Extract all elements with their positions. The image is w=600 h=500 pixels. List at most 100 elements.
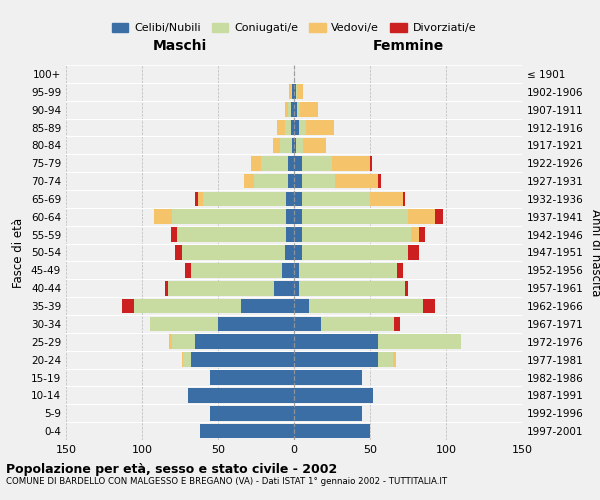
Bar: [286, 228, 294, 242]
Bar: [296, 138, 303, 152]
Bar: [282, 263, 294, 278]
Bar: [294, 263, 299, 278]
Bar: [393, 352, 396, 367]
Bar: [332, 156, 370, 170]
Bar: [294, 388, 373, 402]
Bar: [294, 138, 296, 152]
Bar: [241, 298, 294, 314]
Bar: [299, 281, 405, 295]
Text: COMUNE DI BARDELLO CON MALGESSO E BREGANO (VA) - Dati ISTAT 1° gennaio 2002 - TU: COMUNE DI BARDELLO CON MALGESSO E BREGAN…: [6, 477, 447, 486]
Bar: [397, 263, 403, 278]
Bar: [294, 245, 302, 260]
Bar: [198, 192, 203, 206]
Bar: [309, 298, 423, 314]
Bar: [294, 120, 299, 135]
Bar: [294, 370, 362, 385]
Bar: [260, 156, 288, 170]
Bar: [322, 316, 394, 331]
Bar: [408, 210, 436, 224]
Bar: [370, 192, 403, 206]
Bar: [405, 281, 408, 295]
Bar: [291, 120, 294, 135]
Bar: [182, 352, 183, 367]
Bar: [377, 334, 461, 349]
Bar: [280, 138, 292, 152]
Bar: [419, 228, 425, 242]
Bar: [394, 316, 400, 331]
Bar: [175, 245, 182, 260]
Bar: [154, 210, 172, 224]
Bar: [294, 192, 302, 206]
Bar: [251, 156, 260, 170]
Bar: [288, 102, 291, 117]
Bar: [285, 120, 291, 135]
Bar: [289, 84, 291, 99]
Bar: [370, 156, 371, 170]
Bar: [294, 228, 302, 242]
Bar: [122, 298, 134, 314]
Bar: [302, 228, 411, 242]
Bar: [165, 281, 168, 295]
Bar: [195, 192, 198, 206]
Bar: [149, 316, 218, 331]
Bar: [436, 210, 443, 224]
Bar: [294, 334, 377, 349]
Bar: [195, 334, 294, 349]
Bar: [200, 424, 294, 438]
Bar: [191, 352, 294, 367]
Bar: [403, 192, 405, 206]
Bar: [134, 298, 241, 314]
Bar: [302, 245, 408, 260]
Text: Femmine: Femmine: [373, 38, 443, 52]
Bar: [411, 228, 419, 242]
Bar: [273, 138, 280, 152]
Bar: [306, 120, 334, 135]
Bar: [302, 174, 335, 188]
Y-axis label: Anni di nascita: Anni di nascita: [589, 209, 600, 296]
Text: Maschi: Maschi: [153, 38, 207, 52]
Bar: [288, 156, 294, 170]
Bar: [277, 120, 285, 135]
Bar: [299, 120, 306, 135]
Bar: [294, 102, 297, 117]
Y-axis label: Fasce di età: Fasce di età: [13, 218, 25, 288]
Bar: [294, 424, 370, 438]
Bar: [377, 174, 380, 188]
Bar: [302, 210, 408, 224]
Bar: [177, 228, 286, 242]
Bar: [285, 245, 294, 260]
Bar: [203, 192, 286, 206]
Bar: [244, 174, 254, 188]
Bar: [297, 84, 303, 99]
Bar: [171, 228, 177, 242]
Bar: [294, 298, 309, 314]
Bar: [286, 192, 294, 206]
Bar: [297, 102, 300, 117]
Bar: [188, 388, 294, 402]
Bar: [294, 84, 296, 99]
Bar: [294, 281, 299, 295]
Bar: [294, 406, 362, 420]
Bar: [294, 352, 377, 367]
Bar: [299, 263, 397, 278]
Bar: [294, 316, 322, 331]
Bar: [182, 245, 285, 260]
Text: Popolazione per età, sesso e stato civile - 2002: Popolazione per età, sesso e stato civil…: [6, 462, 337, 475]
Bar: [274, 281, 294, 295]
Bar: [211, 370, 294, 385]
Bar: [286, 210, 294, 224]
Bar: [294, 174, 302, 188]
Bar: [296, 84, 297, 99]
Bar: [169, 334, 172, 349]
Legend: Celibi/Nubili, Coniugati/e, Vedovi/e, Divorziati/e: Celibi/Nubili, Coniugati/e, Vedovi/e, Di…: [107, 18, 481, 38]
Bar: [285, 102, 288, 117]
Bar: [292, 138, 294, 152]
Bar: [302, 192, 370, 206]
Bar: [291, 84, 292, 99]
Bar: [172, 210, 286, 224]
Bar: [254, 174, 288, 188]
Bar: [294, 210, 302, 224]
Bar: [168, 281, 274, 295]
Bar: [302, 156, 332, 170]
Bar: [300, 102, 319, 117]
